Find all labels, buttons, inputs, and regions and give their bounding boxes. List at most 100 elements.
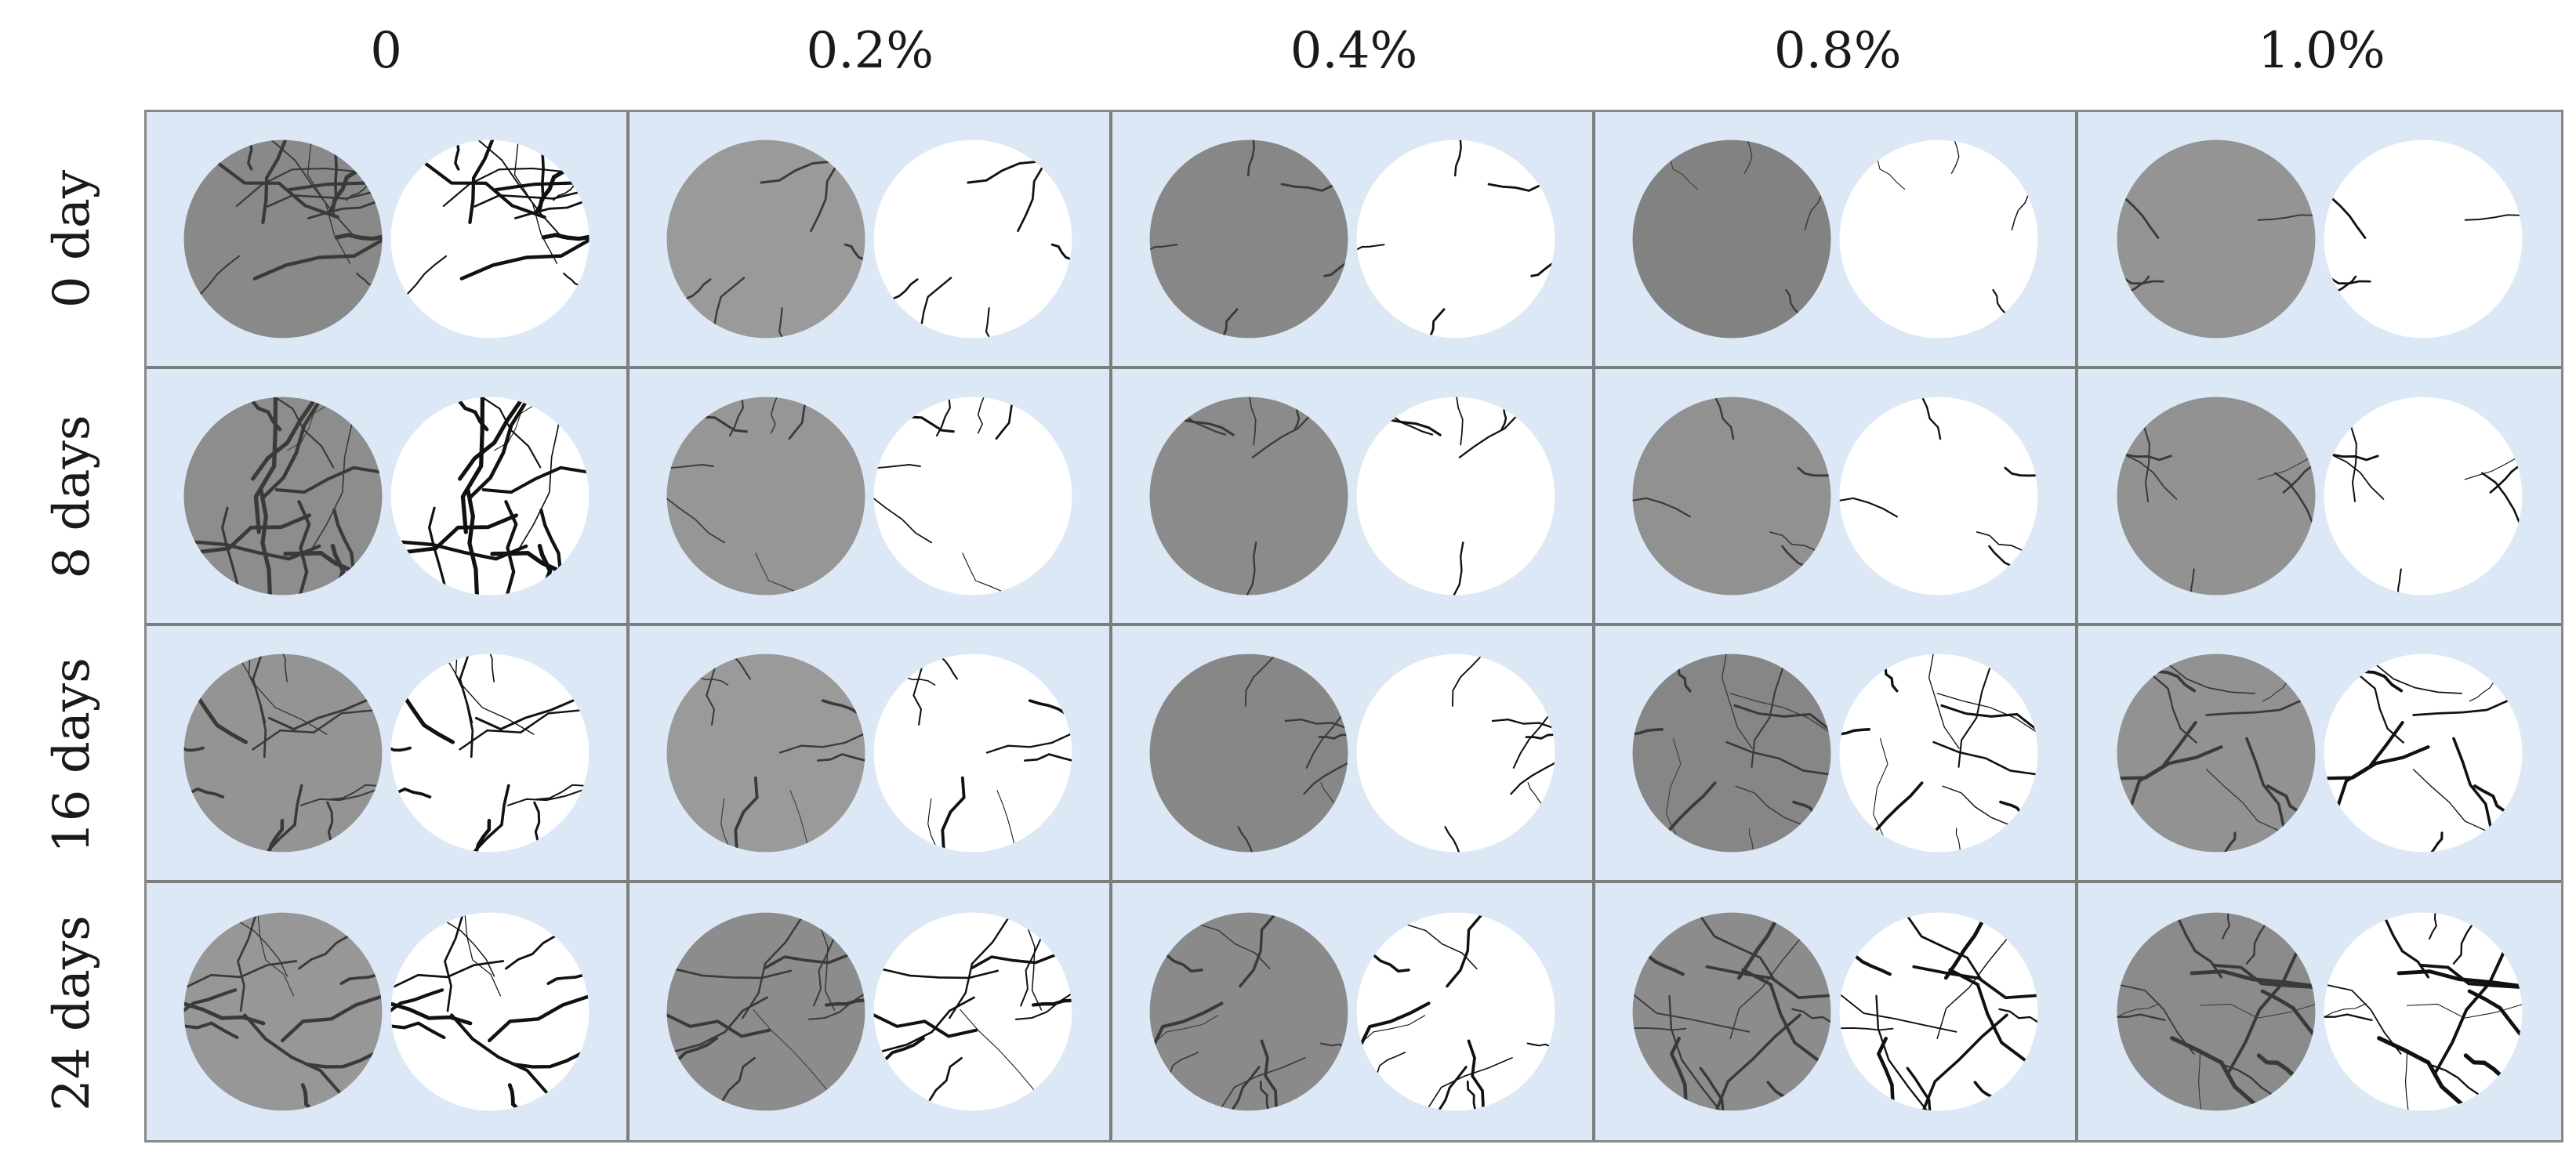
crack-map-r0-c1-cracks (891, 160, 1072, 339)
crack-line (390, 988, 444, 1014)
crack-line (183, 988, 238, 1014)
crack-map-r2-c3 (1839, 654, 2038, 853)
crack-line (2420, 963, 2523, 989)
row-header-1: 8 days (0, 368, 144, 627)
crack-line (537, 544, 553, 582)
column-headers: 0 0.2% 0.4% 0.8% 1.0% (144, 0, 2563, 94)
crack-line (1741, 968, 1822, 1063)
crack-line (684, 278, 712, 301)
crack-line (1769, 531, 1818, 552)
crack-line (1197, 923, 1271, 970)
specimen-cell-r1-c0 (147, 369, 629, 626)
crack-line (2245, 737, 2286, 830)
crack-line (2452, 922, 2474, 965)
crack-line (466, 487, 480, 596)
crack-line (778, 732, 865, 754)
crack-line (1733, 704, 1831, 732)
crack-line (1948, 968, 2029, 1063)
crack-line (1943, 918, 1985, 980)
crack-line (2190, 568, 2195, 595)
crack-line (427, 506, 447, 588)
crack-line (539, 508, 562, 571)
crack-line (875, 464, 921, 469)
crack-line (1259, 1080, 1270, 1111)
crack-line (1766, 1081, 1787, 1099)
crack-line (264, 784, 303, 853)
specimen-cell-r0-c1 (629, 112, 1112, 369)
specimen-photo-r0-c1-cracks (684, 160, 865, 339)
specimen-photo-r2-c0 (183, 654, 383, 853)
crack-line (1356, 244, 1385, 252)
crack-line (183, 960, 298, 989)
crack-map-r3-c0-cracks (390, 913, 590, 1111)
specimen-photo-r3-c2 (1149, 912, 1348, 1111)
crack-line (1428, 308, 1446, 339)
crack-map-r0-c1-disc (873, 139, 1072, 339)
crack-line (390, 746, 412, 752)
crack-line (760, 160, 833, 184)
crack-map-r2-c3-disc (1839, 654, 2038, 853)
crack-line (2335, 720, 2404, 809)
crack-line (2117, 745, 2223, 780)
crack-line (2357, 674, 2404, 744)
crack-map-r0-c0 (390, 139, 590, 339)
specimen-photo-r2-c0-disc (183, 654, 383, 853)
crack-line (1721, 654, 1753, 749)
crack-line (1526, 1042, 1552, 1048)
column-header-3: 0.8% (1773, 22, 1902, 80)
crack-line (1028, 699, 1068, 715)
crack-line (474, 698, 577, 731)
crack-line (397, 540, 528, 561)
specimen-photo-r0-c3 (1632, 139, 1831, 339)
specimen-photo-r0-c4-cracks (2121, 196, 2316, 293)
crack-line (1152, 1001, 1224, 1048)
crack-line (535, 784, 587, 801)
crack-line (533, 801, 541, 844)
crack-line (395, 787, 432, 798)
crack-line (2361, 670, 2404, 693)
crack-line (971, 953, 1058, 969)
crack-line (252, 654, 267, 758)
specimen-cell-r1-c2 (1112, 369, 1595, 626)
crack-line (339, 973, 379, 985)
crack-line (1781, 545, 1806, 567)
crack-line (1376, 1052, 1406, 1076)
crack-line (2213, 963, 2316, 989)
crack-line (1725, 741, 1831, 776)
crack-line (2396, 969, 2523, 988)
crack-line (1998, 1008, 2038, 1024)
crack-line (2117, 1003, 2160, 1019)
crack-map-r3-c4-disc (2324, 912, 2523, 1111)
row-header-0: 0 day (0, 110, 144, 368)
crack-line (553, 183, 576, 201)
crack-line (1804, 193, 1823, 231)
specimen-photo-r3-c1 (666, 912, 865, 1111)
specimen-photo-r0-c2-cracks (1149, 139, 1348, 339)
specimen-photo-r1-c1-disc (666, 397, 865, 596)
crack-line (546, 973, 586, 985)
crack-line (2412, 699, 2511, 716)
specimen-cell-r3-c2 (1112, 883, 1595, 1140)
crack-line (2481, 472, 2522, 526)
specimen-photo-r1-c1-cracks (666, 397, 807, 593)
crack-map-r2-c1 (873, 654, 1072, 853)
specimen-photo-r1-c2 (1149, 397, 1348, 596)
crack-line (873, 1012, 978, 1038)
crack-line (949, 916, 1010, 1019)
crack-line (2274, 472, 2315, 526)
crack-line (307, 141, 351, 264)
crack-line (459, 709, 583, 751)
crack-line (1999, 800, 2023, 814)
crack-map-r3-c2 (1356, 912, 1555, 1111)
crack-line (2329, 196, 2367, 239)
crack-line (468, 400, 528, 500)
crack-line (1797, 466, 1831, 477)
crack-line (513, 1051, 585, 1069)
crack-line (1237, 826, 1254, 853)
crack-map-r1-c1-cracks (873, 397, 1014, 593)
crack-line (281, 654, 288, 683)
crack-line (1530, 261, 1555, 277)
crack-line (2349, 424, 2357, 502)
crack-line (1699, 914, 1776, 980)
specimen-photo-r2-c2 (1149, 654, 1348, 853)
